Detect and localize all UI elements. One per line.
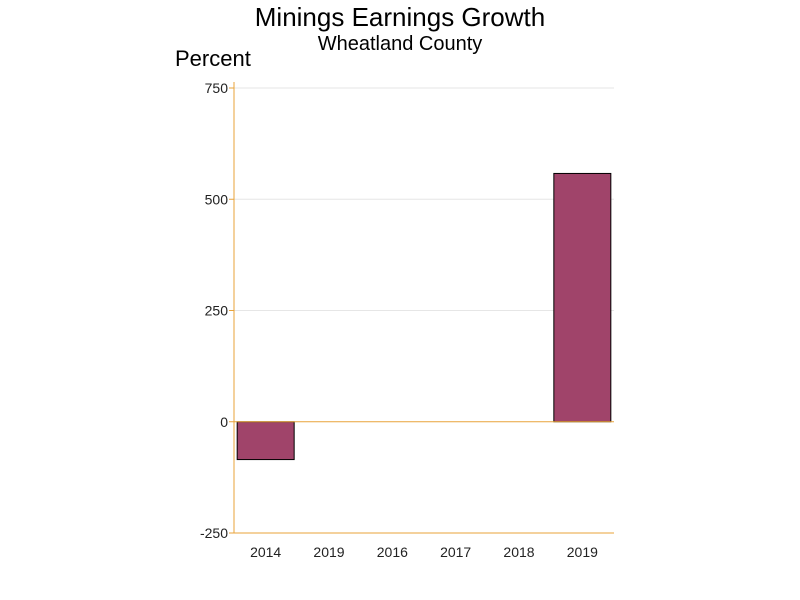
x-tick-label: 2019: [567, 544, 598, 560]
x-tick-label: 2019: [313, 544, 344, 560]
y-tick-label: -250: [200, 525, 228, 541]
x-tick-label: 2016: [377, 544, 408, 560]
y-tick-label: 750: [205, 80, 229, 96]
x-tick-label: 2014: [250, 544, 281, 560]
y-axis-label: Percent: [175, 46, 251, 71]
y-tick-label: 500: [205, 191, 229, 207]
chart-title: Minings Earnings Growth: [254, 2, 546, 32]
chart-subtitle: Wheatland County: [317, 33, 483, 55]
bar-2014: [236, 421, 295, 461]
x-tick-label: 2018: [503, 544, 534, 560]
x-tick-label: 2017: [440, 544, 471, 560]
y-tick-label: 0: [220, 414, 228, 430]
y-tick-label: 250: [205, 303, 229, 319]
bar-2019: [553, 172, 612, 423]
